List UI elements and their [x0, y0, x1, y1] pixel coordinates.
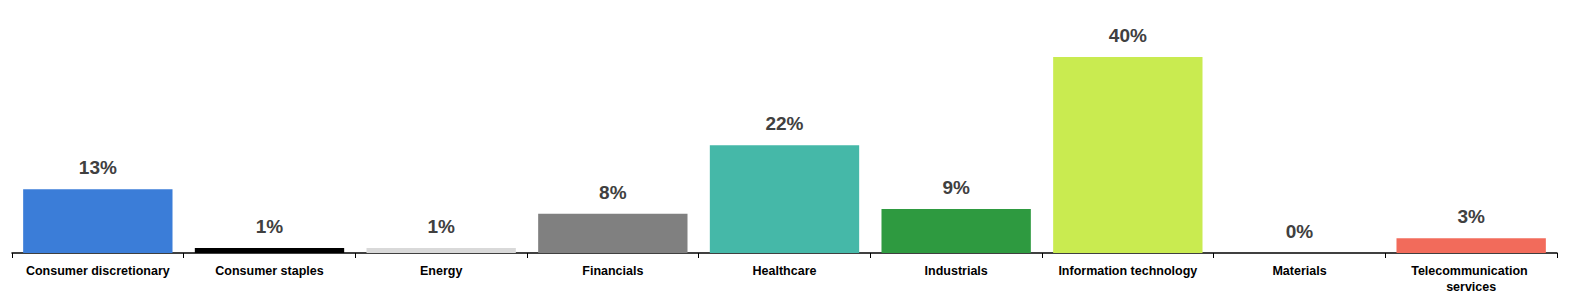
- svg-text:Healthcare: Healthcare: [753, 264, 817, 278]
- svg-text:22%: 22%: [765, 113, 803, 134]
- svg-text:Telecommunication: Telecommunication: [1411, 264, 1531, 278]
- svg-text:Consumer discretionary: Consumer discretionary: [26, 264, 170, 278]
- svg-text:3%: 3%: [1457, 206, 1485, 227]
- svg-text:40%: 40%: [1109, 25, 1147, 46]
- svg-text:services: services: [1446, 280, 1496, 294]
- svg-text:8%: 8%: [599, 182, 627, 203]
- svg-text:1%: 1%: [427, 216, 455, 237]
- svg-text:9%: 9%: [942, 177, 970, 198]
- svg-text:1%: 1%: [256, 216, 284, 237]
- svg-text:Information technology: Information technology: [1058, 264, 1197, 278]
- svg-text:Energy: Energy: [420, 264, 462, 278]
- svg-text:0%: 0%: [1286, 221, 1314, 242]
- svg-text:Consumer staples: Consumer staples: [215, 264, 323, 278]
- svg-text:13%: 13%: [79, 157, 117, 178]
- svg-text:Industrials: Industrials: [925, 264, 988, 278]
- svg-text:Materials: Materials: [1272, 264, 1326, 278]
- svg-text:Financials: Financials: [582, 264, 643, 278]
